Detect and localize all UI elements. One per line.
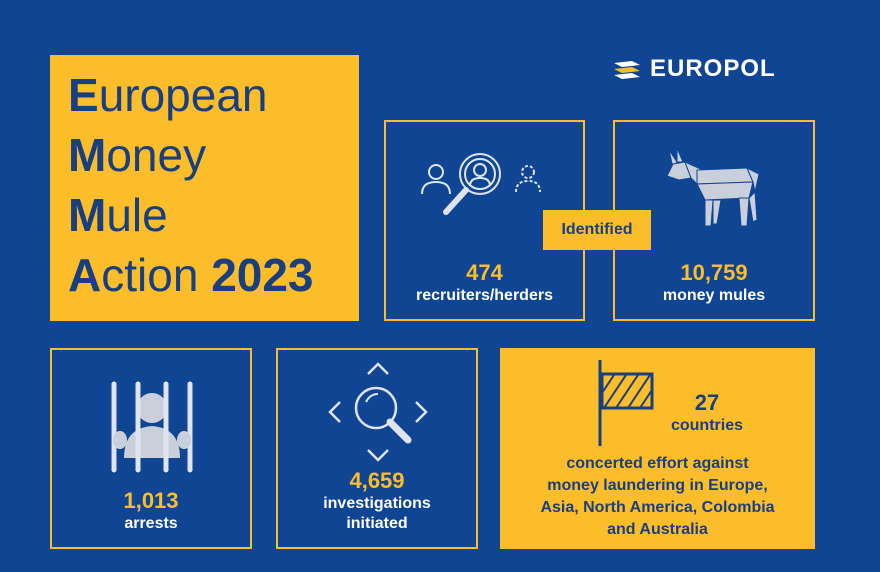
europol-logo: EUROPOL (614, 55, 819, 82)
stat-arrests: 1,013 arrests (50, 348, 252, 549)
investigations-value: 4,659 (349, 468, 405, 493)
arrests-label: arrests (124, 515, 178, 532)
countries-value: 27 (694, 390, 720, 415)
title-rest: uropean (98, 69, 268, 121)
title-rest: ction (101, 249, 212, 301)
stat-investigations: 4,659 investigations initiated (276, 348, 478, 549)
prisoner-bars-icon (111, 381, 193, 473)
countries-desc-line4: and Australia (607, 521, 708, 538)
countries-desc-line2: money laundering in Europe, (547, 477, 768, 494)
recruiters-label: recruiters/herders (416, 287, 553, 304)
title-line-4: Action 2023 (68, 245, 359, 305)
title-initial: A (68, 249, 102, 301)
europol-logo-text: EUROPOL (650, 55, 776, 82)
title-year: 2023 (211, 249, 314, 301)
investigations-label-line2: initiated (346, 515, 408, 532)
title-initial: M (68, 189, 107, 241)
title-line-3: Mule (68, 185, 359, 245)
flag-icon (598, 360, 654, 446)
title-block: European Money Mule Action 2023 (50, 55, 359, 321)
countries-label: countries (670, 417, 743, 434)
title-line-2: Money (68, 125, 359, 185)
recruiters-value: 474 (466, 260, 503, 285)
mules-value: 10,759 (680, 260, 748, 285)
investigations-label-line1: investigations (323, 495, 431, 512)
countries-desc-line1: concerted effort against (566, 455, 749, 472)
donkey-icon (666, 148, 760, 227)
stat-recruiters: 474 recruiters/herders (384, 120, 585, 321)
title-rest: oney (106, 129, 207, 181)
mules-label: money mules (662, 287, 766, 304)
countries-desc-line3: Asia, North America, Colombia (540, 499, 775, 516)
title-line-1: European (68, 65, 359, 125)
stat-countries: 27 countries concerted effort against mo… (500, 348, 815, 549)
magnifier-people-icon (421, 153, 541, 215)
title-initial: M (68, 129, 107, 181)
arrests-value: 1,013 (123, 488, 179, 513)
title-rest: ule (106, 189, 168, 241)
stat-money-mules: 10,759 money mules (613, 120, 815, 321)
title-initial: E (68, 69, 99, 121)
europol-emblem-icon (614, 61, 640, 79)
search-arrows-icon (328, 362, 428, 462)
